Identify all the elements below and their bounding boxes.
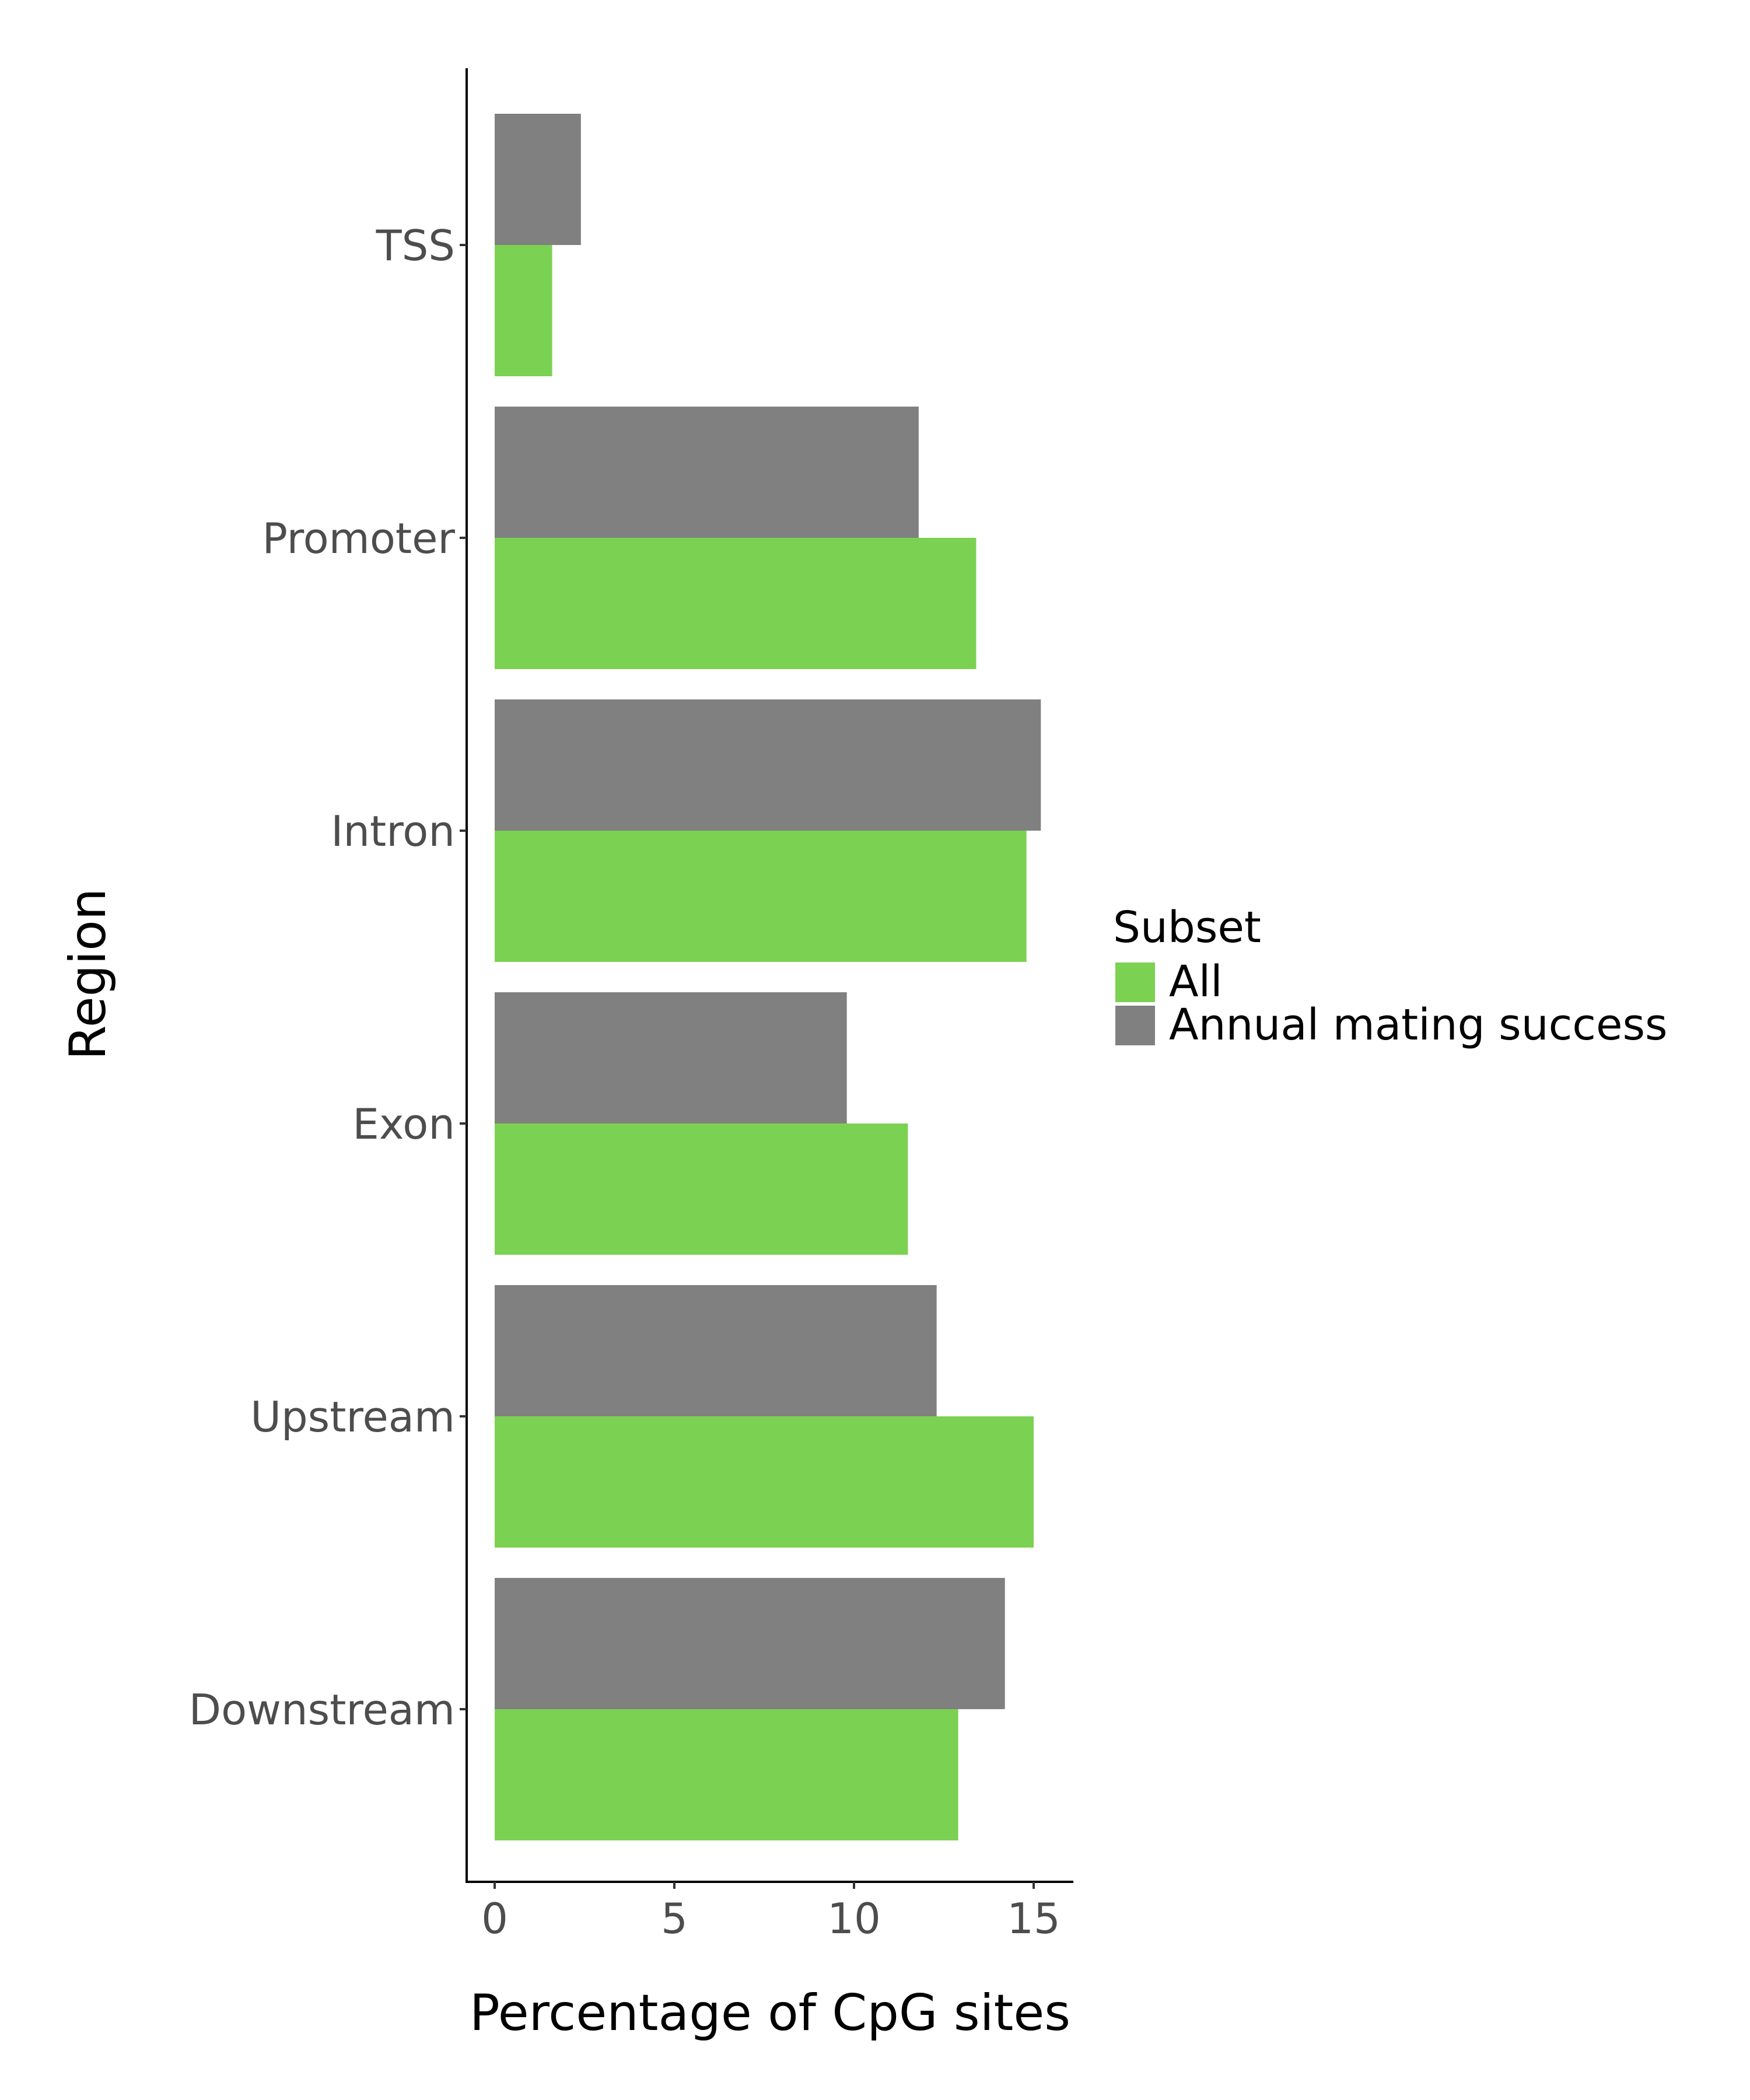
y-tick-label: Intron [331, 807, 455, 856]
legend-label: All [1169, 957, 1223, 1007]
y-tick-label: TSS [376, 221, 455, 270]
bar-promoter-annual-mating-success [495, 407, 919, 538]
bar-tss-all [495, 245, 552, 376]
bar-downstream-annual-mating-success [495, 1578, 1005, 1709]
y-tick-label: Downstream [189, 1685, 455, 1734]
x-axis-title: Percentage of CpG sites [470, 1984, 1070, 2042]
x-ticks-group: 0 5 10 15 [481, 1882, 1060, 1943]
bar-tss-annual-mating-success [495, 114, 581, 245]
legend-swatch-all [1115, 963, 1155, 1002]
x-tick-label: 10 [827, 1894, 881, 1943]
legend-title: Subset [1113, 902, 1261, 953]
bar-downstream-all [495, 1709, 958, 1840]
bar-exon-all [495, 1124, 908, 1255]
legend-swatch-annual-mating-success [1115, 1006, 1155, 1045]
y-tick-label: Upstream [250, 1392, 455, 1441]
y-ticks-group: TSS Promoter Intron Exon Upstream Downstream [189, 221, 467, 1734]
y-tick-label: Exon [352, 1100, 455, 1149]
x-tick-label: 0 [481, 1894, 508, 1943]
x-tick-label: 5 [661, 1894, 688, 1943]
bar-exon-annual-mating-success [495, 992, 847, 1124]
bar-intron-annual-mating-success [495, 699, 1041, 831]
y-axis-title: Region [59, 888, 117, 1060]
bar-upstream-annual-mating-success [495, 1285, 937, 1416]
x-tick-label: 15 [1007, 1894, 1060, 1943]
legend-label: Annual mating success [1169, 1000, 1668, 1050]
bar-intron-all [495, 831, 1027, 962]
y-tick-label: Promoter [262, 514, 455, 563]
bars-group [495, 114, 1041, 1840]
bar-promoter-all [495, 538, 977, 669]
bar-upstream-all [495, 1416, 1034, 1548]
